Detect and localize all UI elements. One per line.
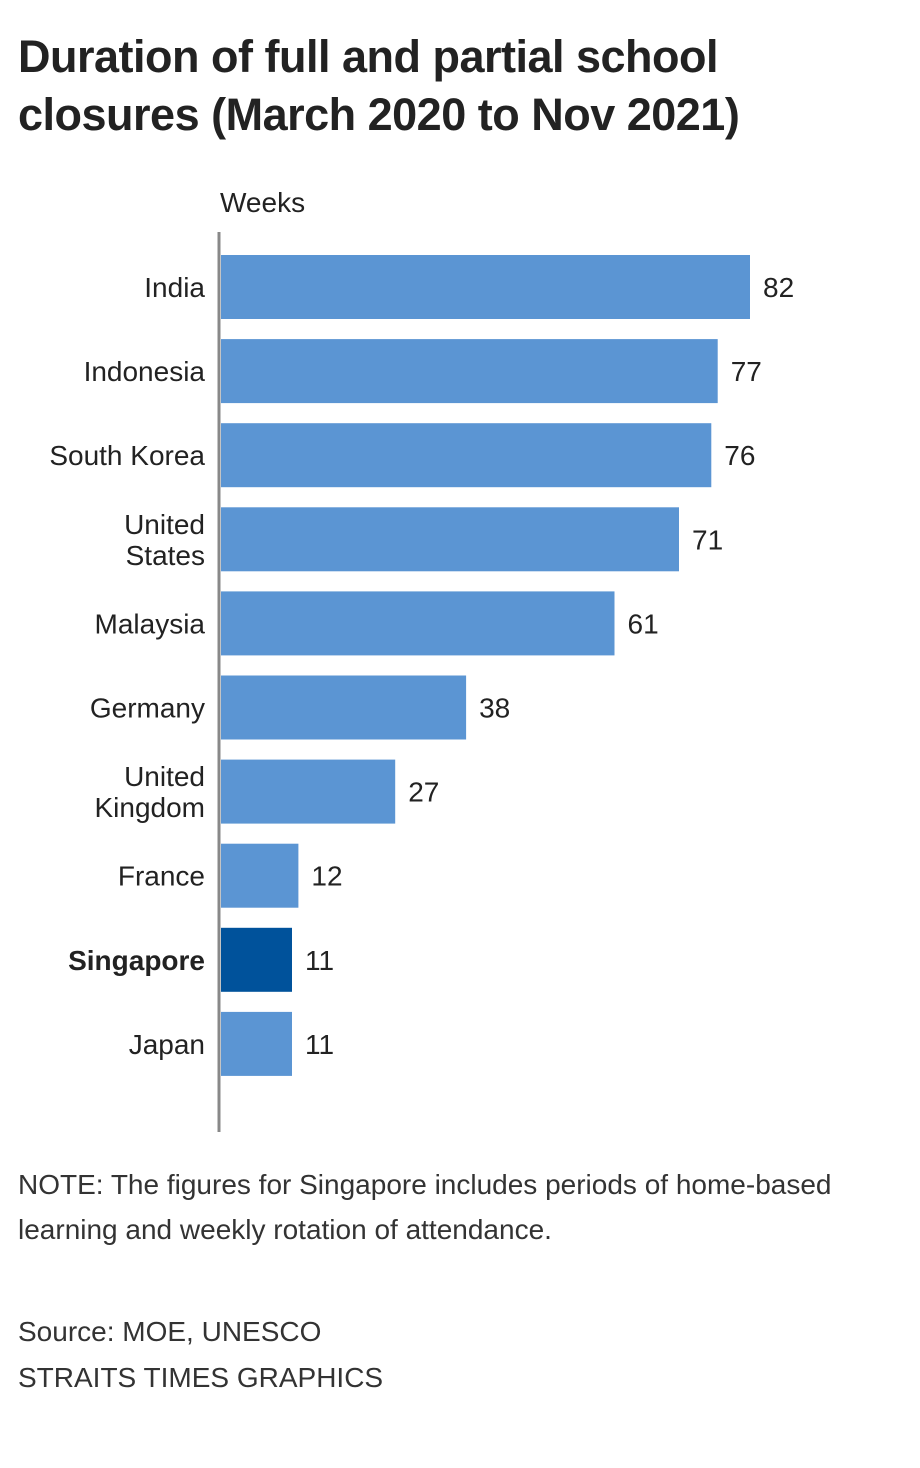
category-label-singapore: Singapore (68, 945, 205, 976)
category-label-japan: Japan (129, 1029, 205, 1060)
value-label-united-kingdom: 27 (408, 777, 439, 808)
value-label-malaysia: 61 (628, 608, 659, 639)
category-label-united-states: United States (124, 509, 205, 571)
value-label-south-korea: 76 (724, 440, 755, 471)
bar-south-korea (221, 423, 712, 488)
bar-malaysia (221, 591, 615, 656)
bar-singapore (221, 927, 292, 992)
bars-group: 82 India 77 Indonesia 76 South Korea 71 United S… (49, 255, 794, 1076)
chart-source: Source: MOE, UNESCO (18, 1316, 322, 1347)
category-label-united-kingdom: United Kingdom (94, 761, 205, 823)
category-label-indonesia: Indonesia (84, 356, 206, 387)
bar-japan (221, 1011, 292, 1076)
chart-note: NOTE: The figures for Singapore includes… (18, 1169, 832, 1245)
value-label-germany: 38 (479, 693, 510, 724)
category-label-germany: Germany (90, 693, 205, 724)
category-label-india: India (144, 272, 205, 303)
axis-label-weeks: Weeks (220, 187, 305, 218)
value-label-singapore: 11 (305, 945, 334, 976)
value-label-indonesia: 77 (731, 356, 762, 387)
value-label-japan: 11 (305, 1029, 334, 1060)
bar-united-kingdom (221, 759, 396, 824)
bar-france (221, 843, 299, 908)
bar-india (221, 255, 750, 319)
bar-chart-svg: Weeks 82 India 77 Indonesia 76 South Korea 71 U… (49, 187, 794, 1132)
category-label-malaysia: Malaysia (95, 608, 206, 639)
bar-united-states (221, 507, 679, 572)
bar-germany (221, 675, 467, 740)
value-label-united-states: 71 (692, 524, 723, 555)
category-label-france: France (118, 861, 205, 892)
category-label-south-korea: South Korea (49, 440, 205, 471)
chart-credit: STRAITS TIMES GRAPHICS (18, 1362, 384, 1393)
chart-title: Duration of full and partial school clos… (18, 31, 740, 140)
bar-chart: Weeks 82 India 77 Indonesia 76 South Korea 71 U… (0, 180, 920, 1140)
value-label-france: 12 (311, 861, 342, 892)
value-label-india: 82 (763, 272, 794, 303)
bar-indonesia (221, 339, 718, 404)
